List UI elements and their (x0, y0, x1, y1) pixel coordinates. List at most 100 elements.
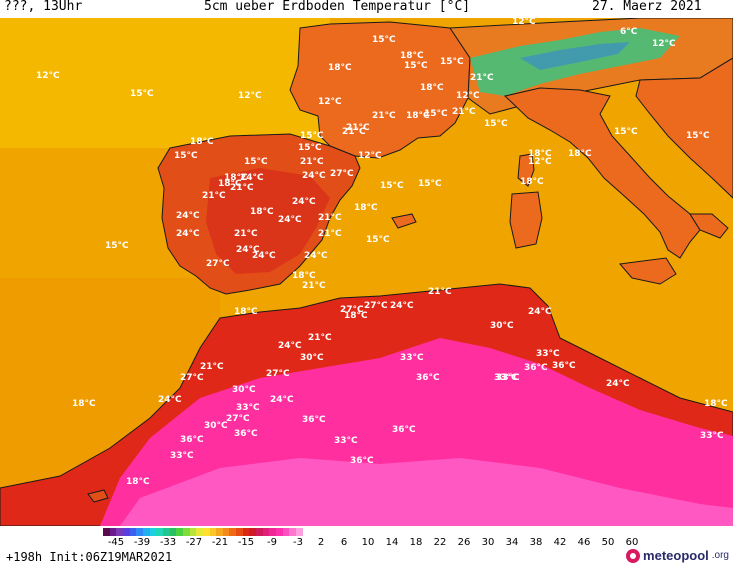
temperature-label: 21°C (372, 111, 396, 121)
temperature-label: 21°C (234, 229, 258, 239)
legend-tick-label: -3 (293, 537, 303, 548)
temperature-label: 36°C (180, 435, 204, 445)
legend-swatch (276, 528, 283, 536)
corsica-land (517, 153, 535, 187)
map-title: 5cm ueber Erdboden Temperatur [°C] (204, 0, 471, 14)
legend: -45 -39 -33 -27 -21 -15 -9 -3 2 6 10 14 18 22 26 30 34 38… (0, 526, 733, 566)
legend-swatch (269, 528, 277, 536)
temperature-label: 15°C (366, 235, 390, 245)
temperature-label: 15°C (418, 179, 442, 189)
italy-heel-land (689, 213, 729, 239)
temperature-label: 36°C (392, 425, 416, 435)
legend-tick-label: 34 (505, 537, 519, 548)
temperature-label: 24°C (158, 395, 182, 405)
legend-tick-label: 50 (601, 537, 615, 548)
temperature-label: 24°C (528, 307, 552, 317)
temperature-label: 18°C (224, 173, 248, 183)
temperature-label: 15°C (372, 35, 396, 45)
temperature-label: 12°C (528, 157, 552, 167)
temperature-label: 21°C (302, 281, 326, 291)
temperature-label: 21°C (202, 191, 226, 201)
run-info: +198h Init:06Z19MAR2021 (6, 550, 173, 564)
temperature-label: 24°C (270, 395, 294, 405)
legend-tick-label: 38 (529, 537, 543, 548)
temperature-label: 18°C (568, 149, 592, 159)
temperature-label: 21°C (300, 157, 324, 167)
temperature-label: 21°C (346, 123, 370, 133)
temperature-label: 24°C (252, 251, 276, 261)
legend-tick-label: -9 (267, 537, 277, 548)
temperature-label: 21°C (452, 107, 476, 117)
temperature-label: 33°C (494, 373, 518, 383)
header-left: ???, 13Uhr (4, 0, 83, 14)
temperature-label: 24°C (240, 173, 264, 183)
legend-swatch (289, 528, 297, 536)
temperature-label: 24°C (606, 379, 630, 389)
brand-name: meteopool (643, 548, 709, 563)
legend-tick-label: -45 (107, 537, 125, 548)
legend-tick-label: -27 (185, 537, 203, 548)
legend-tick-label: -39 (133, 537, 151, 548)
temperature-label: 15°C (424, 109, 448, 119)
temperature-label: 18°C (520, 177, 544, 187)
temperature-label: 18°C (218, 179, 242, 189)
temperature-label: 21°C (318, 229, 342, 239)
temperature-label: 33°C (536, 349, 560, 359)
temperature-label: 15°C (440, 57, 464, 67)
temperature-label: 21°C (200, 362, 224, 372)
temperature-label: 6°C (620, 27, 638, 37)
legend-swatch (282, 528, 290, 536)
legend-swatch (229, 528, 237, 536)
temperature-label: 36°C (552, 361, 576, 371)
temperature-label: 18°C (72, 399, 96, 409)
legend-swatch (129, 528, 137, 536)
brand-tld: .org (711, 550, 729, 561)
brand-logo[interactable]: meteopool .org (626, 548, 729, 563)
temperature-label: 33°C (334, 436, 358, 446)
legend-swatch (256, 528, 263, 536)
legend-swatch (122, 528, 130, 536)
temperature-label: 18°C (190, 137, 214, 147)
legend-swatch (262, 528, 270, 536)
temperature-label: 27°C (206, 259, 230, 269)
legend-swatch (162, 528, 170, 536)
temperature-label: 18°C (126, 477, 150, 487)
legend-swatch (169, 528, 177, 536)
temperature-label: 18°C (292, 271, 316, 281)
temperature-label: 33°C (400, 353, 424, 363)
legend-tick-label: 30 (481, 537, 495, 548)
temperature-label: 18°C (344, 311, 368, 321)
temperature-label: 15°C (380, 181, 404, 191)
temperature-label: 18°C (406, 111, 430, 121)
alps-snow-area (520, 42, 630, 70)
temperature-label: 15°C (130, 89, 154, 99)
temperature-label: 18°C (354, 203, 378, 213)
temperature-label: 21°C (308, 333, 332, 343)
sahara-hottest-area (120, 458, 733, 526)
temperature-label: 33°C (700, 431, 724, 441)
temperature-label: 30°C (300, 353, 324, 363)
temperature-label: 36°C (234, 429, 258, 439)
temperature-label: 36°C (350, 456, 374, 466)
legend-tick-label: 60 (625, 537, 639, 548)
meteopool-logo-icon (626, 548, 641, 563)
temperature-label: 18°C (400, 51, 424, 61)
temperature-label: 30°C (490, 321, 514, 331)
temperature-label: 15°C (686, 131, 710, 141)
temperature-label: 24°C (176, 211, 200, 221)
temperature-label: 21°C (230, 183, 254, 193)
temperature-label: 21°C (342, 127, 366, 137)
temperature-label: 21°C (470, 73, 494, 83)
legend-swatch (182, 528, 190, 536)
legend-swatch (189, 528, 197, 536)
legend-swatch (109, 528, 117, 536)
temperature-label: 36°C (302, 415, 326, 425)
legend-tick-label: 6 (340, 537, 348, 548)
temperature-label: 18°C (250, 207, 274, 217)
temperature-label: 36°C (416, 373, 440, 383)
temperature-label: 24°C (390, 301, 414, 311)
temperature-label: 21°C (428, 287, 452, 297)
temperature-label: 33°C (496, 373, 520, 383)
legend-tick-label: -33 (159, 537, 177, 548)
temperature-label: 18°C (328, 63, 352, 73)
